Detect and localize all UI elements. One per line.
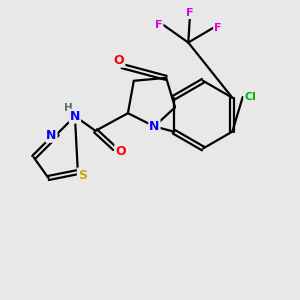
Text: S: S	[78, 169, 87, 182]
Text: N: N	[46, 129, 56, 142]
Text: O: O	[115, 145, 126, 158]
Text: F: F	[186, 8, 194, 18]
Text: Cl: Cl	[244, 92, 256, 102]
Text: N: N	[70, 110, 80, 123]
Text: O: O	[114, 54, 124, 67]
Text: F: F	[155, 20, 163, 30]
Text: F: F	[214, 23, 221, 33]
Text: H: H	[64, 103, 73, 113]
Text: N: N	[149, 120, 160, 133]
